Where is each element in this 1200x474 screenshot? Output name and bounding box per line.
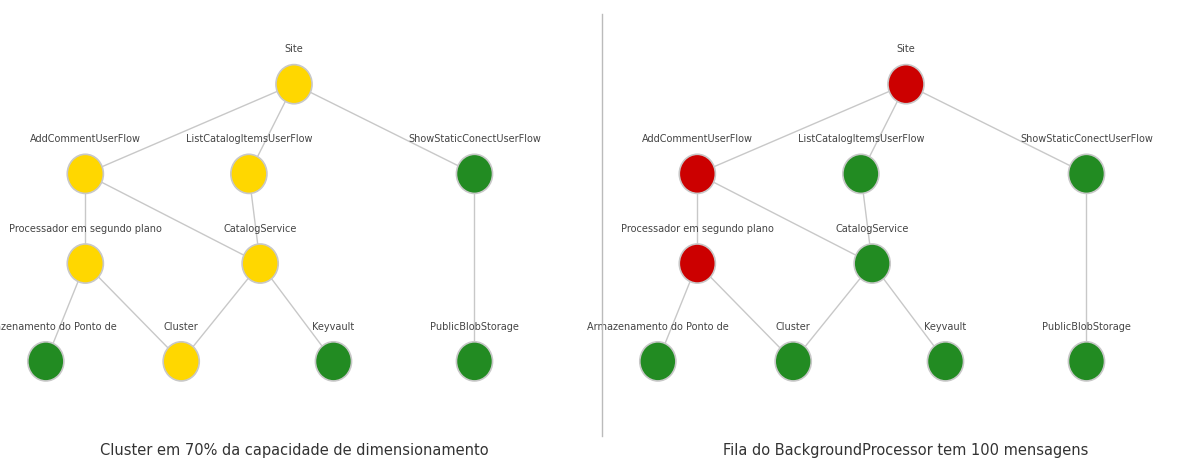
Ellipse shape <box>163 342 199 381</box>
Text: CatalogService: CatalogService <box>835 224 908 234</box>
Text: PublicBlobStorage: PublicBlobStorage <box>430 322 518 332</box>
Text: PublicBlobStorage: PublicBlobStorage <box>1042 322 1130 332</box>
Ellipse shape <box>316 342 352 381</box>
Text: ListCatalogItemsUserFlow: ListCatalogItemsUserFlow <box>798 134 924 144</box>
Ellipse shape <box>928 342 964 381</box>
Text: ListCatalogItemsUserFlow: ListCatalogItemsUserFlow <box>186 134 312 144</box>
Ellipse shape <box>679 155 715 193</box>
Text: Processador em segundo plano: Processador em segundo plano <box>620 224 774 234</box>
Ellipse shape <box>679 244 715 283</box>
Ellipse shape <box>640 342 676 381</box>
Ellipse shape <box>456 342 492 381</box>
Ellipse shape <box>456 155 492 193</box>
Ellipse shape <box>67 155 103 193</box>
Ellipse shape <box>1068 155 1104 193</box>
Text: Armazenamento do Ponto de: Armazenamento do Ponto de <box>587 322 728 332</box>
Text: Fila do BackgroundProcessor tem 100 mensagens: Fila do BackgroundProcessor tem 100 mens… <box>724 443 1088 458</box>
Text: Cluster: Cluster <box>164 322 198 332</box>
Ellipse shape <box>842 155 878 193</box>
Ellipse shape <box>28 342 64 381</box>
Ellipse shape <box>775 342 811 381</box>
Ellipse shape <box>854 244 890 283</box>
Ellipse shape <box>230 155 266 193</box>
Text: Processador em segundo plano: Processador em segundo plano <box>8 224 162 234</box>
Text: Armazenamento do Ponto de: Armazenamento do Ponto de <box>0 322 116 332</box>
Ellipse shape <box>242 244 278 283</box>
Ellipse shape <box>67 244 103 283</box>
Text: AddCommentUserFlow: AddCommentUserFlow <box>642 134 752 144</box>
Ellipse shape <box>888 64 924 104</box>
Text: ShowStaticConectUserFlow: ShowStaticConectUserFlow <box>1020 134 1153 144</box>
Text: ShowStaticConectUserFlow: ShowStaticConectUserFlow <box>408 134 541 144</box>
Text: Site: Site <box>896 45 916 55</box>
Text: CatalogService: CatalogService <box>223 224 296 234</box>
Text: Cluster: Cluster <box>776 322 810 332</box>
Text: Keyvault: Keyvault <box>312 322 355 332</box>
Text: Cluster em 70% da capacidade de dimensionamento: Cluster em 70% da capacidade de dimensio… <box>100 443 488 458</box>
Text: Keyvault: Keyvault <box>924 322 967 332</box>
Ellipse shape <box>1068 342 1104 381</box>
Ellipse shape <box>276 64 312 104</box>
Text: Site: Site <box>284 45 304 55</box>
Text: AddCommentUserFlow: AddCommentUserFlow <box>30 134 140 144</box>
